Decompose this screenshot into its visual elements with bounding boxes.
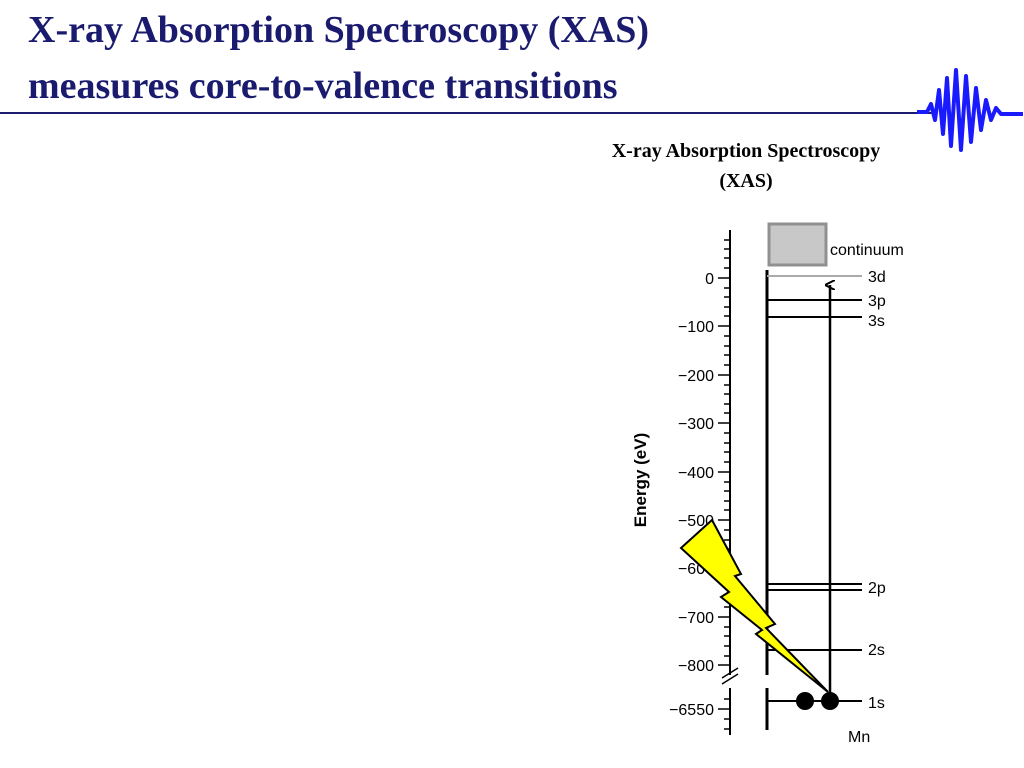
tick-label: −400: [678, 465, 714, 482]
tick-label: −800: [678, 658, 714, 675]
slide-title: X-ray Absorption Spectroscopy (XAS) meas…: [28, 2, 928, 114]
energy-axis: 0 −100 −200 −300 −400 −500 −600 −700 −80…: [631, 230, 739, 735]
level-1s-label: 1s: [868, 695, 885, 712]
level-3d-label: 3d: [868, 269, 886, 286]
slide-title-line-1: X-ray Absorption Spectroscopy (XAS): [28, 9, 650, 51]
energy-level-diagram: 0 −100 −200 −300 −400 −500 −600 −700 −80…: [631, 222, 904, 746]
diagram-heading-line-2: (XAS): [719, 170, 773, 192]
level-2p-label: 2p: [868, 580, 886, 597]
diagram-heading-line-1: X-ray Absorption Spectroscopy: [611, 140, 881, 162]
energy-axis-label: Energy (eV): [631, 433, 650, 527]
slide-title-line-2: measures core-to-valence transitions: [28, 65, 618, 107]
level-2s-label: 2s: [868, 642, 885, 659]
tick-label: −700: [678, 610, 714, 627]
electron: [796, 692, 814, 710]
element-label: Mn: [848, 729, 870, 746]
tick-label: −6550: [669, 702, 714, 719]
lightning-bolt-icon: [679, 518, 829, 693]
continuum-label: continuum: [830, 242, 904, 259]
tick-label: 0: [705, 271, 714, 288]
tick-label: −200: [678, 368, 714, 385]
tick-label: −100: [678, 319, 714, 336]
xray-wave-logo-icon: [917, 68, 1023, 152]
level-3p-label: 3p: [868, 293, 886, 310]
level-3s-label: 3s: [868, 313, 885, 330]
diagram-heading: X-ray Absorption Spectroscopy (XAS): [566, 136, 926, 196]
tick-label: −300: [678, 416, 714, 433]
electron: [821, 692, 839, 710]
continuum-box: [767, 222, 828, 267]
title-divider: [0, 112, 935, 114]
